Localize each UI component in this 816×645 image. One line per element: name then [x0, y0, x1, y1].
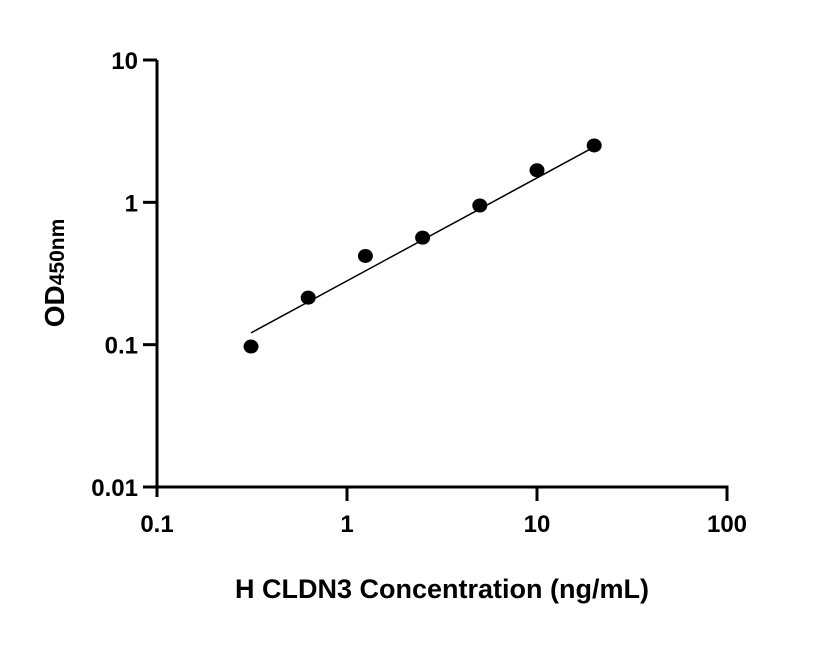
y-tick-label: 1: [125, 190, 138, 217]
data-point: [300, 290, 316, 305]
x-axis-label: H CLDN3 Concentration (ng/mL): [235, 574, 649, 604]
y-axis-label: OD450nm: [39, 219, 70, 328]
y-tick-label: 10: [111, 48, 138, 75]
x-tick-label: 10: [524, 511, 551, 538]
y-tick-label: 0.01: [91, 475, 138, 502]
x-tick-label: 1: [340, 511, 353, 538]
y-axis-label-sub: 450nm: [46, 219, 69, 286]
axes: [155, 60, 729, 497]
y-tick-label: 0.1: [105, 333, 138, 360]
data-point: [586, 138, 602, 153]
data-point: [415, 230, 431, 245]
data-points: [243, 138, 602, 354]
data-point: [472, 198, 488, 213]
data-point: [357, 248, 373, 263]
x-tick-label: 100: [707, 511, 747, 538]
data-point: [243, 339, 259, 354]
data-point: [529, 163, 545, 178]
x-tick-label: 0.1: [140, 511, 173, 538]
y-axis-label-main: OD: [39, 285, 70, 327]
